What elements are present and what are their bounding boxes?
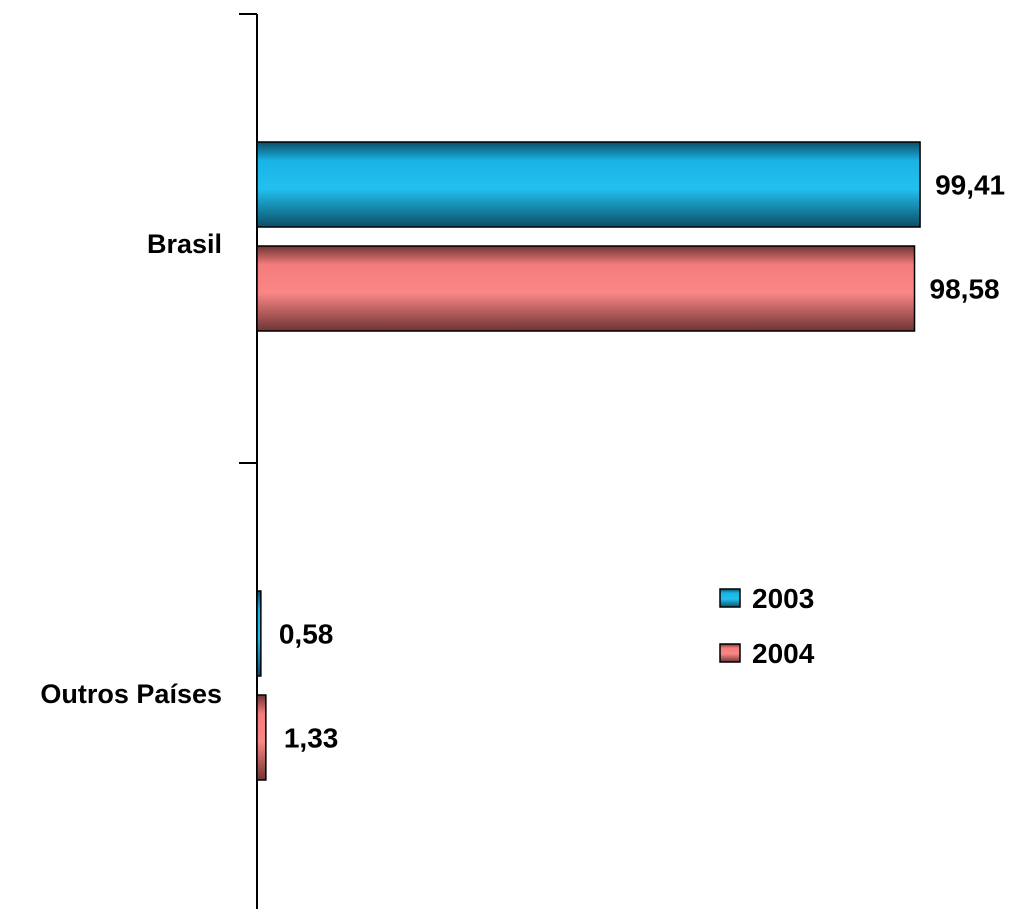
- legend-swatch-2004: [720, 644, 740, 662]
- bar-2003-outros-paises: [257, 591, 261, 676]
- legend-label-2003: 2003: [752, 583, 814, 614]
- data-label: 0,58: [279, 619, 334, 650]
- axis-layer: [239, 14, 257, 909]
- data-label: 1,33: [284, 723, 339, 754]
- legend-label-2004: 2004: [752, 638, 815, 669]
- legend-swatch-2003: [720, 589, 740, 607]
- category-label: Outros Países: [40, 679, 222, 709]
- bar-2003-brasil: [257, 142, 920, 227]
- bar-2004-outros-paises: [257, 695, 266, 780]
- bar-2004-brasil: [257, 246, 915, 331]
- bars-layer: [257, 142, 920, 780]
- data-label: 99,41: [935, 170, 1005, 201]
- category-label: Brasil: [147, 229, 222, 259]
- legend: 2003 2004: [720, 583, 815, 669]
- data-label: 98,58: [930, 274, 1000, 305]
